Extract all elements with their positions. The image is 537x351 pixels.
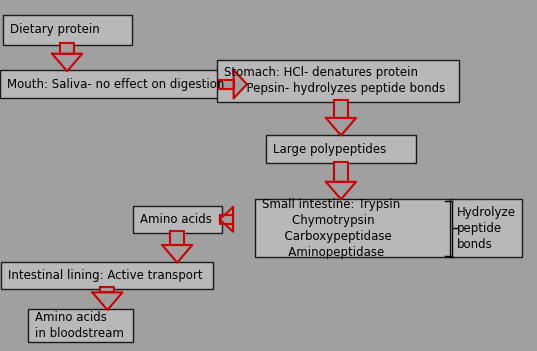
Polygon shape <box>162 245 192 263</box>
Text: Hydrolyze
peptide
bonds: Hydrolyze peptide bonds <box>456 206 516 251</box>
Polygon shape <box>220 215 233 224</box>
FancyBboxPatch shape <box>450 199 523 257</box>
Text: Amino acids
in bloodstream: Amino acids in bloodstream <box>35 311 124 340</box>
Polygon shape <box>100 287 114 292</box>
FancyBboxPatch shape <box>266 135 416 163</box>
Polygon shape <box>326 182 356 199</box>
Text: Amino acids: Amino acids <box>140 213 212 226</box>
Text: Intestinal lining: Active transport: Intestinal lining: Active transport <box>9 269 203 282</box>
Polygon shape <box>220 207 233 232</box>
FancyBboxPatch shape <box>255 199 454 257</box>
Polygon shape <box>234 70 247 98</box>
FancyBboxPatch shape <box>133 206 221 232</box>
Polygon shape <box>326 118 356 135</box>
Text: Mouth: Saliva- no effect on digestion: Mouth: Saliva- no effect on digestion <box>7 78 224 91</box>
Text: Large polypeptides: Large polypeptides <box>273 143 386 156</box>
FancyBboxPatch shape <box>2 262 214 289</box>
FancyBboxPatch shape <box>217 60 459 102</box>
Polygon shape <box>170 231 184 245</box>
Polygon shape <box>334 162 348 182</box>
Text: Small intestine: Trypsin
        Chymotrypsin
      Carboxypeptidase
       Amin: Small intestine: Trypsin Chymotrypsin Ca… <box>262 198 400 259</box>
Text: Stomach: HCl- denatures protein
      Pepsin- hydrolyzes peptide bonds: Stomach: HCl- denatures protein Pepsin- … <box>224 66 446 95</box>
Polygon shape <box>92 292 122 310</box>
FancyBboxPatch shape <box>28 309 133 343</box>
FancyBboxPatch shape <box>0 70 220 98</box>
Polygon shape <box>52 54 82 71</box>
FancyBboxPatch shape <box>3 15 132 45</box>
Polygon shape <box>334 100 348 118</box>
Polygon shape <box>219 80 234 89</box>
Polygon shape <box>60 43 74 54</box>
Text: Dietary protein: Dietary protein <box>10 23 99 37</box>
